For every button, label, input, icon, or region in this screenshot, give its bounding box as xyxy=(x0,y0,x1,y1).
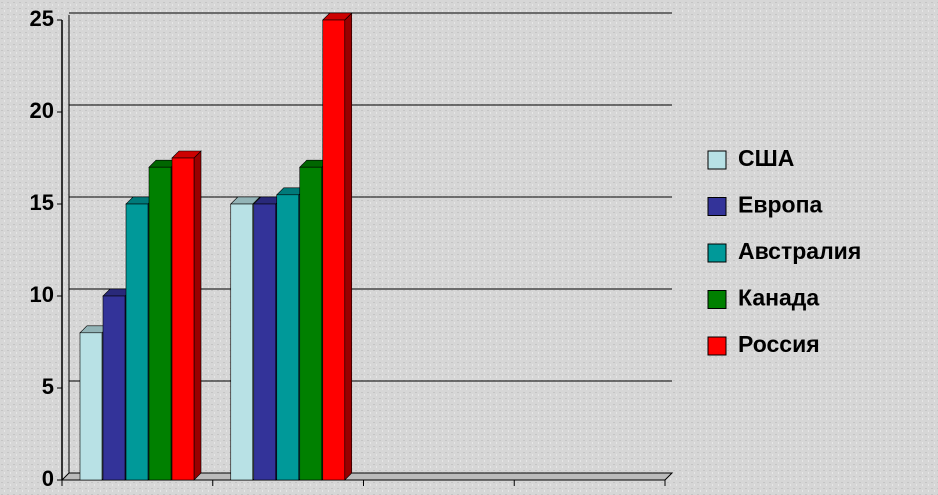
bar xyxy=(171,157,195,481)
legend-swatch xyxy=(707,150,727,170)
bar xyxy=(230,203,254,481)
y-tick-label: 0 xyxy=(42,466,54,491)
bar-side xyxy=(193,150,202,481)
legend-label: Россия xyxy=(738,331,820,357)
legend-swatch xyxy=(707,197,727,216)
bar xyxy=(102,295,126,481)
y-tick-label: 20 xyxy=(30,98,54,123)
bar xyxy=(125,203,149,481)
legend-swatch xyxy=(707,336,727,356)
bar xyxy=(276,194,300,481)
bar xyxy=(299,166,323,481)
legend-label: Канада xyxy=(738,285,819,311)
legend-label: США xyxy=(738,145,794,171)
bar xyxy=(253,203,277,481)
legend-label: Европа xyxy=(738,192,822,218)
y-tick-label: 10 xyxy=(30,282,54,307)
y-tick-label: 15 xyxy=(30,190,54,215)
legend-swatch xyxy=(707,243,727,263)
y-tick-label: 5 xyxy=(42,374,54,399)
y-tick-label: 25 xyxy=(30,6,54,31)
legend-swatch xyxy=(707,290,727,309)
legend-label: Австралия xyxy=(738,238,861,264)
bar-side xyxy=(344,12,353,481)
floor xyxy=(60,472,674,481)
bar xyxy=(79,332,103,481)
bar xyxy=(148,166,172,481)
bar xyxy=(322,19,346,481)
